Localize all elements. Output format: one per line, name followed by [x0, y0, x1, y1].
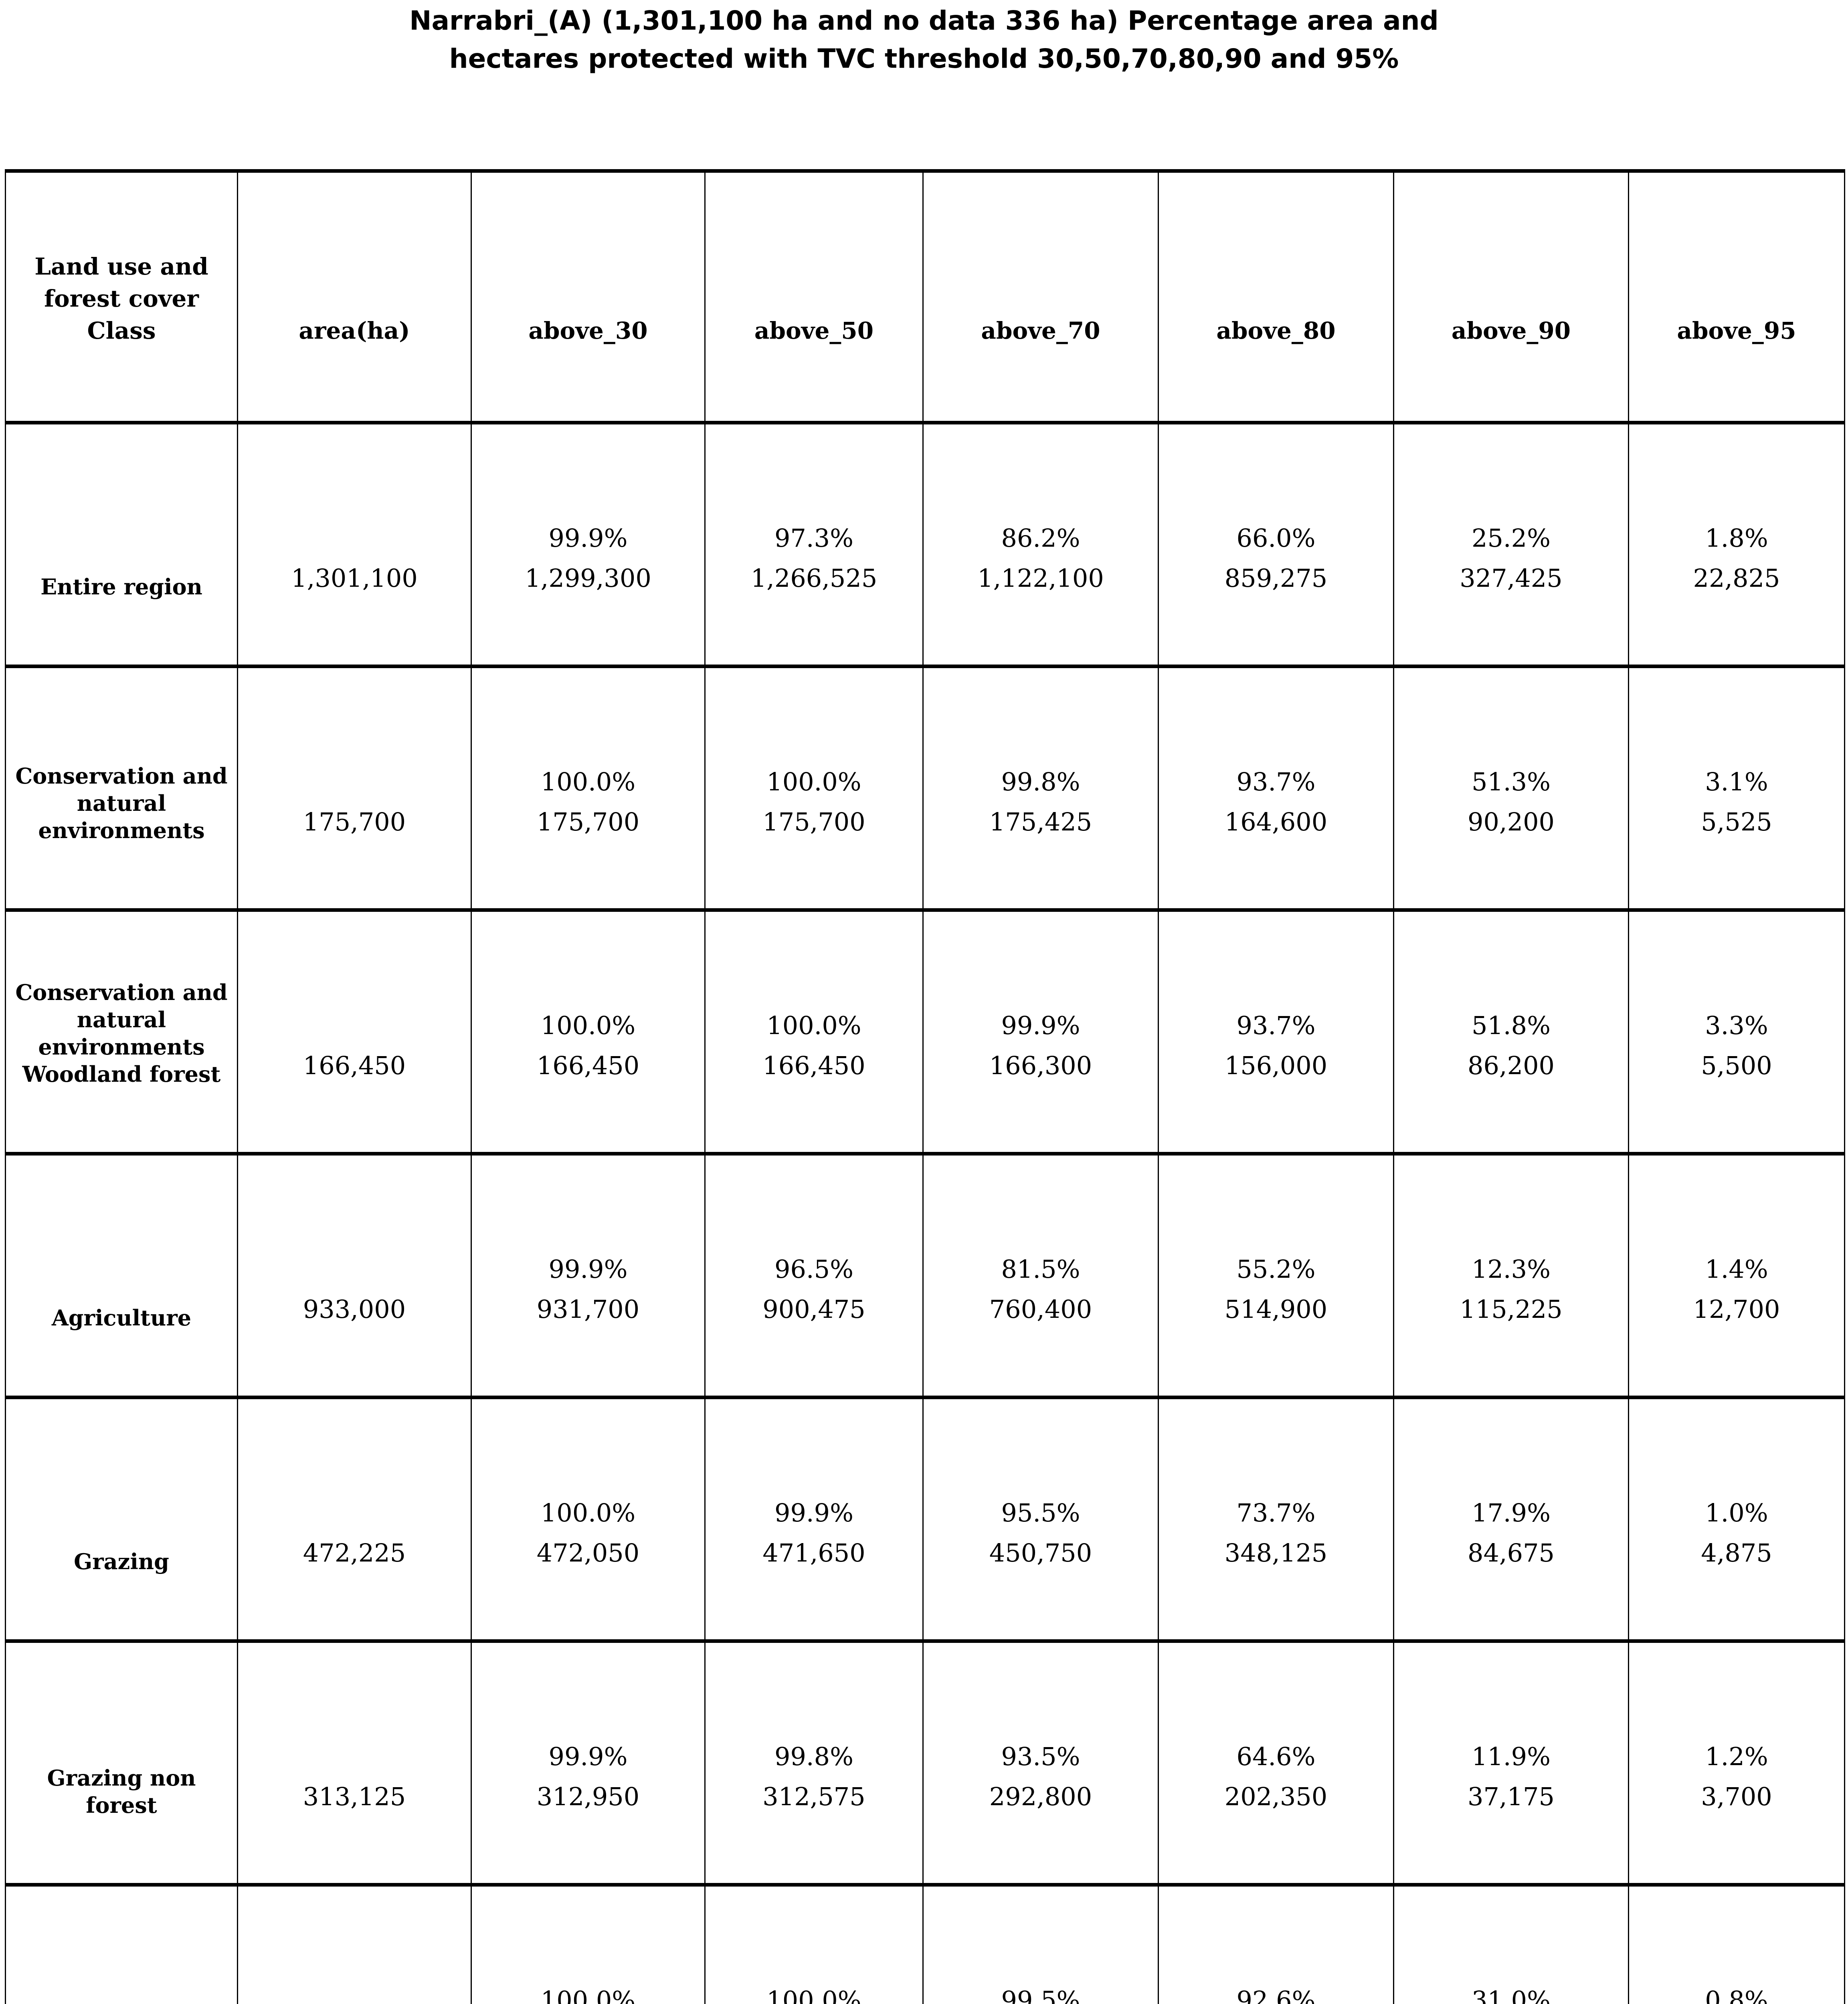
- threshold-cell-above_80: 64.6% 202,350: [1158, 1640, 1394, 1885]
- row-label: Conservation and natural environments: [5, 666, 238, 911]
- row-label: Grazing non forest: [5, 1640, 238, 1885]
- column-header-5: above_80: [1158, 170, 1394, 423]
- column-header-4: above_70: [922, 170, 1159, 423]
- threshold-cell-above_80: 92.6%129,800: [1158, 1884, 1394, 2004]
- column-header-7: above_95: [1628, 170, 1845, 423]
- threshold-cell-above_90: 51.3% 90,200: [1393, 666, 1629, 911]
- column-header-2: above_30: [471, 170, 706, 423]
- threshold-cell-above_95: 1.8% 22,825: [1628, 422, 1845, 667]
- table-row: Conservation and natural environments Wo…: [5, 909, 1845, 1154]
- area-cell: 933,000: [237, 1153, 472, 1398]
- row-label: Agriculture: [5, 1153, 238, 1398]
- threshold-cell-above_95: 0.8%1,075: [1628, 1884, 1845, 2004]
- column-header-3: above_50: [704, 170, 924, 423]
- area-cell: 313,125: [237, 1640, 472, 1885]
- page-title-line2: hectares protected with TVC threshold 30…: [449, 43, 1399, 74]
- threshold-cell-above_80: 55.2% 514,900: [1158, 1153, 1394, 1398]
- threshold-cell-above_70: 99.5%139,500: [922, 1884, 1159, 2004]
- threshold-cell-above_95: 1.2% 3,700: [1628, 1640, 1845, 1885]
- column-header-6: above_90: [1393, 170, 1629, 423]
- page-title: Narrabri_(A) (1,301,100 ha and no data 3…: [0, 2, 1848, 78]
- threshold-cell-above_90: 25.2% 327,425: [1393, 422, 1629, 667]
- threshold-cell-above_30: 100.0% 472,050: [471, 1397, 706, 1642]
- column-header-0: Land use and forest cover Class: [5, 170, 238, 423]
- row-label: Grazing: [5, 1397, 238, 1642]
- area-cell: 472,225: [237, 1397, 472, 1642]
- threshold-cell-above_95: 3.3% 5,500: [1628, 909, 1845, 1154]
- threshold-cell-above_70: 99.9% 166,300: [922, 909, 1159, 1154]
- threshold-cell-above_90: 51.8% 86,200: [1393, 909, 1629, 1154]
- area-cell: 1,301,100: [237, 422, 472, 667]
- threshold-cell-above_95: 1.0% 4,875: [1628, 1397, 1845, 1642]
- threshold-cell-above_95: 1.4% 12,700: [1628, 1153, 1845, 1398]
- threshold-cell-above_30: 100.0%140,225: [471, 1884, 706, 2004]
- table-row: Entire region 1,301,100 99.9% 1,299,300 97.3…: [5, 422, 1845, 667]
- threshold-cell-above_30: 99.9% 312,950: [471, 1640, 706, 1885]
- table-header-row: Land use and forest cover Class area(ha) a…: [5, 170, 1845, 423]
- row-label: Conservation and natural environments Wo…: [5, 909, 238, 1154]
- threshold-cell-above_50: 100.0%140,200: [704, 1884, 924, 2004]
- threshold-cell-above_50: 100.0% 175,700: [704, 666, 924, 911]
- area-cell: 140,225: [237, 1884, 472, 2004]
- threshold-cell-above_30: 99.9% 1,299,300: [471, 422, 706, 667]
- land-use-table: Land use and forest cover Class area(ha) a…: [5, 169, 1845, 2004]
- row-label: Entire region: [5, 422, 238, 667]
- table-row: Grazing Woodland forest140,225100.0%140,…: [5, 1884, 1845, 2004]
- threshold-cell-above_50: 99.8% 312,575: [704, 1640, 924, 1885]
- page-title-line1: Narrabri_(A) (1,301,100 ha and no data 3…: [409, 5, 1439, 36]
- threshold-cell-above_80: 93.7% 164,600: [1158, 666, 1394, 911]
- threshold-cell-above_80: 66.0% 859,275: [1158, 422, 1394, 667]
- threshold-cell-above_30: 100.0% 175,700: [471, 666, 706, 911]
- threshold-cell-above_90: 31.0%43,500: [1393, 1884, 1629, 2004]
- table-row: Grazing 472,225 100.0% 472,050 99.9% 471,650 9…: [5, 1397, 1845, 1642]
- threshold-cell-above_70: 81.5% 760,400: [922, 1153, 1159, 1398]
- threshold-cell-above_50: 96.5% 900,475: [704, 1153, 924, 1398]
- threshold-cell-above_50: 99.9% 471,650: [704, 1397, 924, 1642]
- threshold-cell-above_70: 93.5% 292,800: [922, 1640, 1159, 1885]
- threshold-cell-above_50: 97.3% 1,266,525: [704, 422, 924, 667]
- table-header: Land use and forest cover Class area(ha) a…: [5, 170, 1845, 423]
- threshold-cell-above_90: 17.9% 84,675: [1393, 1397, 1629, 1642]
- threshold-cell-above_70: 95.5% 450,750: [922, 1397, 1159, 1642]
- area-cell: 175,700: [237, 666, 472, 911]
- table-row: Conservation and natural environments 175…: [5, 666, 1845, 911]
- threshold-cell-above_80: 93.7% 156,000: [1158, 909, 1394, 1154]
- column-header-1: area(ha): [237, 170, 472, 423]
- table-body: Entire region 1,301,100 99.9% 1,299,300 97.3…: [5, 422, 1845, 2004]
- table-row: Grazing non forest 313,125 99.9% 312,950 99.…: [5, 1640, 1845, 1885]
- threshold-cell-above_30: 99.9% 931,700: [471, 1153, 706, 1398]
- row-label: Grazing Woodland forest: [5, 1884, 238, 2004]
- threshold-cell-above_30: 100.0% 166,450: [471, 909, 706, 1154]
- threshold-cell-above_70: 86.2% 1,122,100: [922, 422, 1159, 667]
- threshold-cell-above_70: 99.8% 175,425: [922, 666, 1159, 911]
- threshold-cell-above_95: 3.1% 5,525: [1628, 666, 1845, 911]
- threshold-cell-above_80: 73.7% 348,125: [1158, 1397, 1394, 1642]
- table-row: Agriculture 933,000 99.9% 931,700 96.5% 900,4…: [5, 1153, 1845, 1398]
- area-cell: 166,450: [237, 909, 472, 1154]
- threshold-cell-above_50: 100.0% 166,450: [704, 909, 924, 1154]
- threshold-cell-above_90: 11.9% 37,175: [1393, 1640, 1629, 1885]
- threshold-cell-above_90: 12.3% 115,225: [1393, 1153, 1629, 1398]
